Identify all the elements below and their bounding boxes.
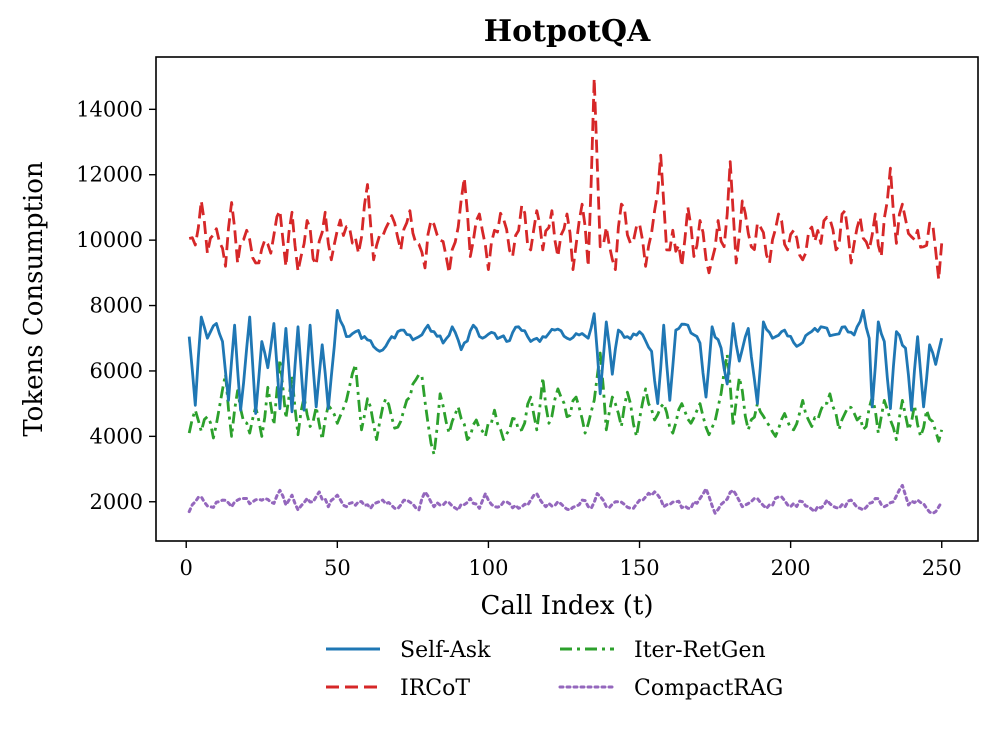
x-tick-label: 150 — [619, 556, 659, 580]
x-tick-label: 250 — [922, 556, 962, 580]
y-tick-label: 14000 — [76, 97, 143, 121]
legend-label-ircot: IRCoT — [400, 676, 470, 701]
x-axis-label: Call Index (t) — [481, 591, 654, 621]
series-line-ircot — [188, 76, 944, 281]
x-axis: 0 50 100 150 200 250 — [180, 541, 962, 580]
legend: Self-Ask IRCoT Iter-RetGen CompactRAG — [326, 638, 783, 701]
x-tick-label: 100 — [468, 556, 508, 580]
x-tick-label: 0 — [180, 556, 193, 580]
legend-label-self-ask: Self-Ask — [400, 638, 491, 663]
y-tick-label: 10000 — [76, 228, 143, 252]
chart-title: HotpotQA — [484, 14, 651, 49]
axes-frame — [155, 56, 979, 542]
y-tick-label: 12000 — [76, 163, 143, 187]
y-axis: 2000 4000 6000 8000 10000 12000 14000 — [76, 97, 156, 514]
x-tick-label: 200 — [771, 556, 811, 580]
legend-label-iter-retgen: Iter-RetGen — [634, 638, 766, 663]
series-group — [187, 76, 944, 515]
legend-label-compactrag: CompactRAG — [634, 676, 783, 701]
series-line-self-ask — [187, 309, 944, 415]
y-tick-label: 6000 — [90, 359, 143, 383]
y-tick-label: 2000 — [90, 490, 143, 514]
series-line-compactrag — [187, 483, 944, 515]
x-tick-label: 50 — [324, 556, 351, 580]
series-line-iter-retgen — [187, 351, 944, 456]
y-axis-label: Tokens Consumption — [19, 161, 49, 437]
y-tick-label: 4000 — [90, 424, 143, 448]
y-tick-label: 8000 — [90, 294, 143, 318]
